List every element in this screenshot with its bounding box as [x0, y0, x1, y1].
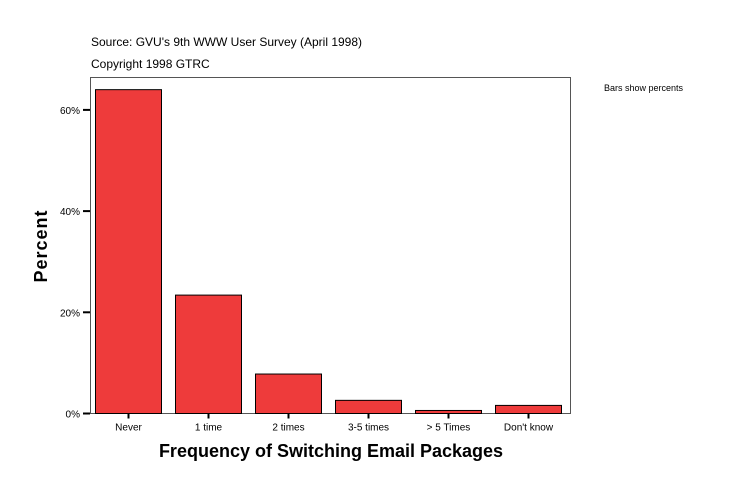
- bar-3: [335, 399, 402, 414]
- y-tick-label-1: 20%: [60, 308, 80, 319]
- y-tick-label-2: 40%: [60, 207, 80, 218]
- x-tick-label-2: 2 times: [272, 423, 304, 434]
- x-tick-label-0: Never: [115, 423, 142, 434]
- y-tick-label-0: 0%: [66, 410, 81, 421]
- bar-5: [495, 404, 562, 414]
- bar-4: [415, 409, 482, 414]
- x-tick-label-5: Don't know: [504, 423, 554, 434]
- y-axis-label: Percent: [31, 209, 51, 282]
- copyright-text: Copyright 1998 GTRC: [91, 57, 210, 71]
- x-axis-label: Frequency of Switching Email Packages: [159, 441, 503, 461]
- source-text: Source: GVU's 9th WWW User Survey (April…: [91, 35, 362, 49]
- bar-2: [255, 373, 322, 415]
- bar-0: [95, 89, 162, 414]
- x-tick-label-4: > 5 Times: [427, 423, 471, 434]
- x-tick-label-3: 3-5 times: [348, 423, 389, 434]
- bar-1: [175, 294, 242, 415]
- y-tick-label-3: 60%: [60, 106, 80, 117]
- plot-frame: [90, 77, 571, 414]
- bars-note: Bars show percents: [604, 83, 684, 93]
- x-tick-label-1: 1 time: [195, 423, 223, 434]
